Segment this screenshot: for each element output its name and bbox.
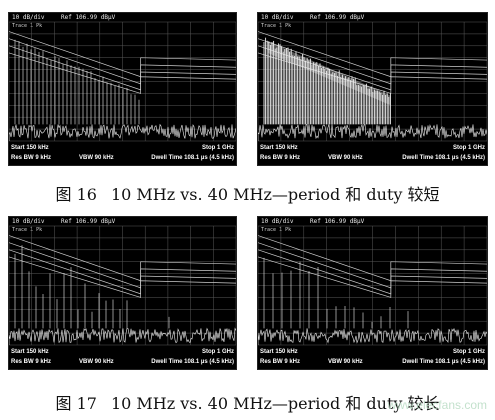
panel-footer: Start 150 kHz Stop 1 GHz Res BW 9 kHz VB… [9, 347, 236, 369]
spectrum-plot [9, 225, 236, 346]
level-label: 10 dB/div [12, 14, 45, 21]
spectrum-plot [9, 21, 236, 142]
trace-label: Trace 1 Pk [12, 227, 43, 233]
caption-number: 图 16 [55, 185, 97, 204]
stop-freq-label: Stop 1 GHz [452, 145, 485, 151]
start-freq-label: Start 150 kHz [11, 349, 49, 355]
limit-line [9, 256, 236, 298]
vbw-label: VBW 90 kHz [328, 359, 363, 365]
dwell-time-label: Dwell Time 108.1 µs (4.5 kHz) [402, 155, 485, 161]
panel-footer: Start 150 kHz Stop 1 GHz Res BW 9 kHz VB… [9, 143, 236, 165]
panel-footer: Start 150 kHz Stop 1 GHz Res BW 9 kHz VB… [258, 143, 487, 165]
caption-number: 图 17 [55, 394, 97, 413]
caption-text: 10 MHz vs. 40 MHz—period 和 duty 较短 [110, 185, 440, 204]
spectrum-plot [258, 21, 487, 142]
ref-label: Ref 106.99 dBµV [310, 14, 365, 21]
vbw-label: VBW 90 kHz [79, 155, 114, 161]
spectrum-panel-fig16-left: 10 dB/div Ref 106.99 dBµV Trace 1 Pk Sta… [8, 12, 237, 166]
vbw-label: VBW 90 kHz [328, 155, 363, 161]
start-freq-label: Start 150 kHz [11, 145, 49, 151]
res-bw-label: Res BW 9 kHz [260, 155, 301, 161]
panel-header: 10 dB/div Ref 106.99 dBµV [258, 217, 487, 226]
figure-16-caption: 图 16 10 MHz vs. 40 MHz—period 和 duty 较短 [0, 181, 495, 205]
spectrum-panel-fig17-left: 10 dB/div Ref 106.99 dBµV Trace 1 Pk Sta… [8, 216, 237, 370]
dwell-time-label: Dwell Time 108.1 µs (4.5 kHz) [151, 155, 234, 161]
trace-label: Trace 1 Pk [12, 23, 43, 29]
res-bw-label: Res BW 9 kHz [11, 359, 52, 365]
res-bw-label: Res BW 9 kHz [260, 359, 301, 365]
panel-header: 10 dB/div Ref 106.99 dBµV [9, 217, 236, 226]
level-label: 10 dB/div [261, 218, 294, 225]
trace-label: Trace 1 Pk [261, 23, 292, 29]
site-watermark: www.elecfans.com [387, 398, 487, 412]
noise-floor-trace [9, 327, 236, 345]
start-freq-label: Start 150 kHz [260, 349, 298, 355]
res-bw-label: Res BW 9 kHz [11, 155, 52, 161]
trace-label: Trace 1 Pk [261, 227, 292, 233]
panel-header: 10 dB/div Ref 106.99 dBµV [258, 13, 487, 22]
ref-label: Ref 106.99 dBµV [61, 218, 116, 225]
figure-17-caption: 图 17 10 MHz vs. 40 MHz—period 和 duty 较长 [0, 390, 495, 414]
dwell-time-label: Dwell Time 108.1 µs (4.5 kHz) [151, 359, 234, 365]
noise-floor-trace [258, 327, 487, 345]
stop-freq-label: Stop 1 GHz [201, 145, 234, 151]
ref-label: Ref 106.99 dBµV [310, 218, 365, 225]
panel-footer: Start 150 kHz Stop 1 GHz Res BW 9 kHz VB… [258, 347, 487, 369]
spectrum-panel-fig17-right: 10 dB/div Ref 106.99 dBµV Trace 1 Pk Sta… [257, 216, 488, 370]
dense-emission-band [268, 41, 391, 106]
start-freq-label: Start 150 kHz [260, 145, 298, 151]
stop-freq-label: Stop 1 GHz [452, 349, 485, 355]
noise-floor-trace [258, 123, 487, 141]
limit-line [258, 256, 487, 298]
level-label: 10 dB/div [261, 14, 294, 21]
noise-floor-trace [9, 123, 236, 141]
ref-label: Ref 106.99 dBµV [61, 14, 116, 21]
stop-freq-label: Stop 1 GHz [201, 349, 234, 355]
panel-header: 10 dB/div Ref 106.99 dBµV [9, 13, 236, 22]
spectrum-plot [258, 225, 487, 346]
level-label: 10 dB/div [12, 218, 45, 225]
dwell-time-label: Dwell Time 108.1 µs (4.5 kHz) [402, 359, 485, 365]
spectrum-panel-fig16-right: 10 dB/div Ref 106.99 dBµV Trace 1 Pk Sta… [257, 12, 488, 166]
vbw-label: VBW 90 kHz [79, 359, 114, 365]
caption-text: 10 MHz vs. 40 MHz—period 和 duty 较长 [110, 394, 440, 413]
